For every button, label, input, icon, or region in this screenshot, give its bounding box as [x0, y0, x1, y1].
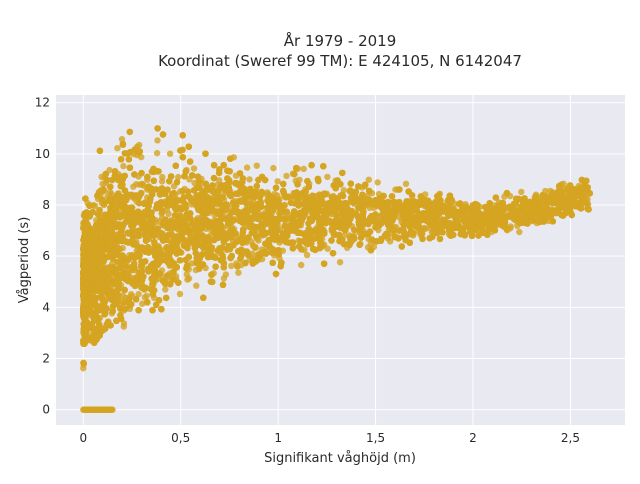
data-point [221, 275, 227, 281]
data-point [403, 181, 409, 187]
chart-title-line-1: År 1979 - 2019 [284, 31, 397, 50]
data-point [119, 136, 125, 142]
data-point [375, 179, 381, 185]
data-point [235, 270, 241, 276]
data-point [324, 174, 330, 180]
data-point [184, 276, 190, 282]
data-point [244, 164, 250, 170]
data-point [270, 165, 276, 171]
data-point [159, 174, 165, 180]
data-point [154, 137, 160, 143]
data-point [228, 263, 234, 269]
data-point [121, 323, 127, 329]
data-point [283, 173, 289, 179]
data-point [167, 151, 173, 157]
data-point [275, 178, 281, 184]
data-point [144, 293, 150, 299]
data-point [518, 189, 524, 195]
data-point [114, 145, 120, 151]
data-point [193, 283, 199, 289]
data-point [254, 163, 260, 169]
data-point [120, 163, 126, 169]
data-point [130, 184, 136, 190]
data-point [162, 286, 168, 292]
data-point [177, 291, 183, 297]
data-point [154, 150, 160, 156]
data-point [191, 165, 197, 171]
data-point [304, 252, 310, 258]
data-point [298, 262, 304, 268]
chart-title-line-2: Koordinat (Sweref 99 TM): E 424105, N 61… [158, 52, 522, 70]
data-point [246, 176, 252, 182]
data-point [301, 166, 307, 172]
data-point [516, 229, 522, 235]
data-point [165, 211, 171, 217]
data-point [337, 259, 343, 265]
